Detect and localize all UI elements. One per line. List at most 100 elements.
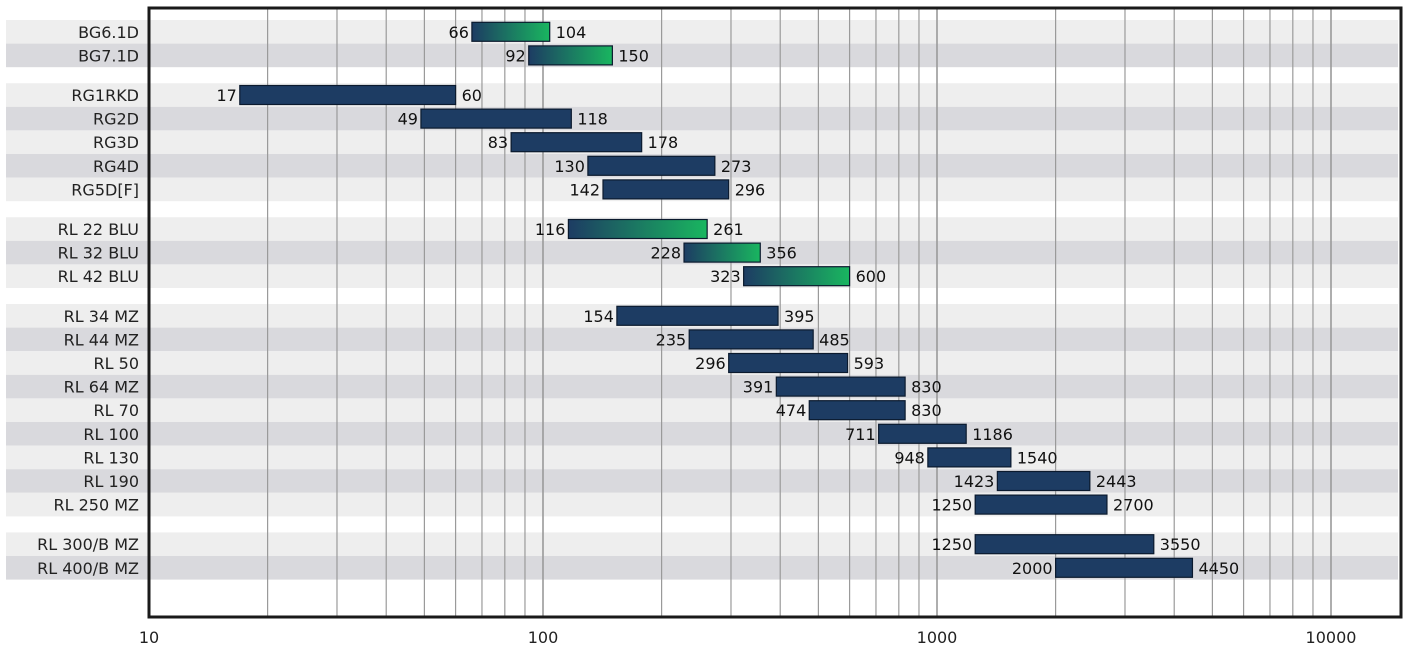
row-band — [6, 351, 1398, 375]
range-min-label: 17 — [216, 86, 236, 105]
range-min-label: 83 — [488, 133, 508, 152]
range-max-label: 830 — [911, 378, 942, 397]
row-label: RL 34 MZ — [64, 307, 139, 326]
range-min-label: 228 — [650, 244, 681, 263]
row-band — [6, 130, 1398, 154]
range-max-label: 150 — [618, 46, 649, 65]
range-max-label: 178 — [648, 133, 679, 152]
row-bands — [6, 20, 1398, 580]
range-max-label: 830 — [911, 401, 942, 420]
range-min-label: 323 — [710, 267, 741, 286]
range-max-label: 600 — [856, 267, 887, 286]
row-label: RL 50 — [94, 354, 139, 373]
range-min-label: 2000 — [1012, 559, 1053, 578]
range-max-label: 1540 — [1017, 448, 1058, 467]
row-band — [6, 422, 1398, 446]
range-max-label: 593 — [854, 354, 885, 373]
range-max-label: 60 — [462, 86, 482, 105]
range-bar — [602, 179, 730, 200]
range-min-label: 235 — [656, 330, 687, 349]
row-label: RL 32 BLU — [58, 244, 139, 263]
range-min-label: 296 — [695, 354, 726, 373]
range-bar — [528, 45, 613, 66]
range-bar — [974, 494, 1108, 515]
range-bar — [775, 376, 906, 397]
range-max-label: 104 — [556, 23, 587, 42]
range-min-label: 1423 — [954, 472, 995, 491]
row-label: BG7.1D — [78, 46, 139, 65]
row-labels: BG6.1D BG7.1D RG1RKD RG2D RG3D RG4D RG5D[F] RL … — [37, 23, 139, 578]
range-min-label: 92 — [505, 46, 525, 65]
value-labels: 66 104 92 150 17 60 49 118 83 178 130 273 142 296 116 2… — [216, 23, 1239, 578]
range-max-label: 118 — [577, 110, 608, 129]
row-label: RL 190 — [83, 472, 139, 491]
range-bar — [1055, 557, 1194, 578]
range-min-label: 66 — [449, 23, 469, 42]
x-tick-label: 100 — [528, 628, 559, 647]
range-min-label: 474 — [776, 401, 807, 420]
row-band — [6, 469, 1398, 493]
plot-frame — [147, 6, 1403, 619]
range-max-label: 2443 — [1096, 472, 1137, 491]
range-bar — [510, 132, 643, 153]
row-label: RG4D — [93, 157, 139, 176]
row-band — [6, 106, 1398, 131]
range-max-label: 273 — [721, 157, 752, 176]
range-max-label: 3550 — [1160, 535, 1201, 554]
row-band — [6, 43, 1398, 68]
row-band — [6, 398, 1398, 422]
range-max-label: 1186 — [972, 425, 1013, 444]
range-max-label: 395 — [784, 307, 815, 326]
range-bar — [743, 266, 851, 287]
range-bar — [878, 423, 967, 444]
range-max-label: 356 — [766, 244, 797, 263]
row-band — [6, 83, 1398, 107]
range-min-label: 130 — [554, 157, 585, 176]
range-max-label: 2700 — [1113, 496, 1154, 515]
range-max-label: 4450 — [1198, 559, 1239, 578]
range-min-label: 142 — [569, 180, 600, 199]
range-max-label: 485 — [819, 330, 850, 349]
range-min-label: 391 — [743, 378, 774, 397]
row-band — [6, 374, 1398, 399]
range-max-label: 296 — [735, 180, 766, 199]
row-label: RL 44 MZ — [64, 330, 139, 349]
row-label: RG1RKD — [71, 86, 139, 105]
row-label: RG5D[F] — [71, 180, 139, 199]
row-label: RL 100 — [83, 425, 139, 444]
row-label: RL 300/B MZ — [37, 535, 139, 554]
row-band — [6, 492, 1398, 517]
row-label: RL 64 MZ — [64, 378, 139, 397]
row-label: RL 70 — [94, 401, 139, 420]
x-tick-label: 1000 — [917, 628, 958, 647]
range-bar — [927, 447, 1012, 468]
range-bar — [587, 155, 716, 176]
row-label: RL 130 — [83, 448, 139, 467]
range-bar — [996, 470, 1091, 492]
row-label: RG2D — [93, 110, 139, 129]
x-axis-tick-labels: 10 100 1000 10000 — [139, 628, 1357, 647]
row-label: RG3D — [93, 133, 139, 152]
range-min-label: 1250 — [931, 535, 972, 554]
range-bar — [683, 242, 761, 263]
row-label: RL 250 MZ — [53, 496, 139, 515]
range-min-label: 116 — [535, 220, 566, 239]
x-tick-label: 10000 — [1306, 628, 1357, 647]
range-bars — [239, 21, 1194, 578]
range-bar — [420, 108, 572, 129]
row-label: RL 42 BLU — [58, 267, 139, 286]
row-band — [6, 445, 1398, 470]
row-label: RL 400/B MZ — [37, 559, 139, 578]
row-label: BG6.1D — [78, 23, 139, 42]
range-bar — [974, 534, 1155, 555]
row-band — [6, 20, 1398, 44]
range-min-label: 948 — [894, 448, 925, 467]
range-bar — [728, 352, 849, 374]
row-band — [6, 556, 1398, 580]
range-bar — [808, 400, 906, 421]
range-max-label: 261 — [713, 220, 744, 239]
row-band — [6, 264, 1398, 288]
range-bar — [688, 329, 814, 350]
range-bar — [239, 84, 457, 106]
